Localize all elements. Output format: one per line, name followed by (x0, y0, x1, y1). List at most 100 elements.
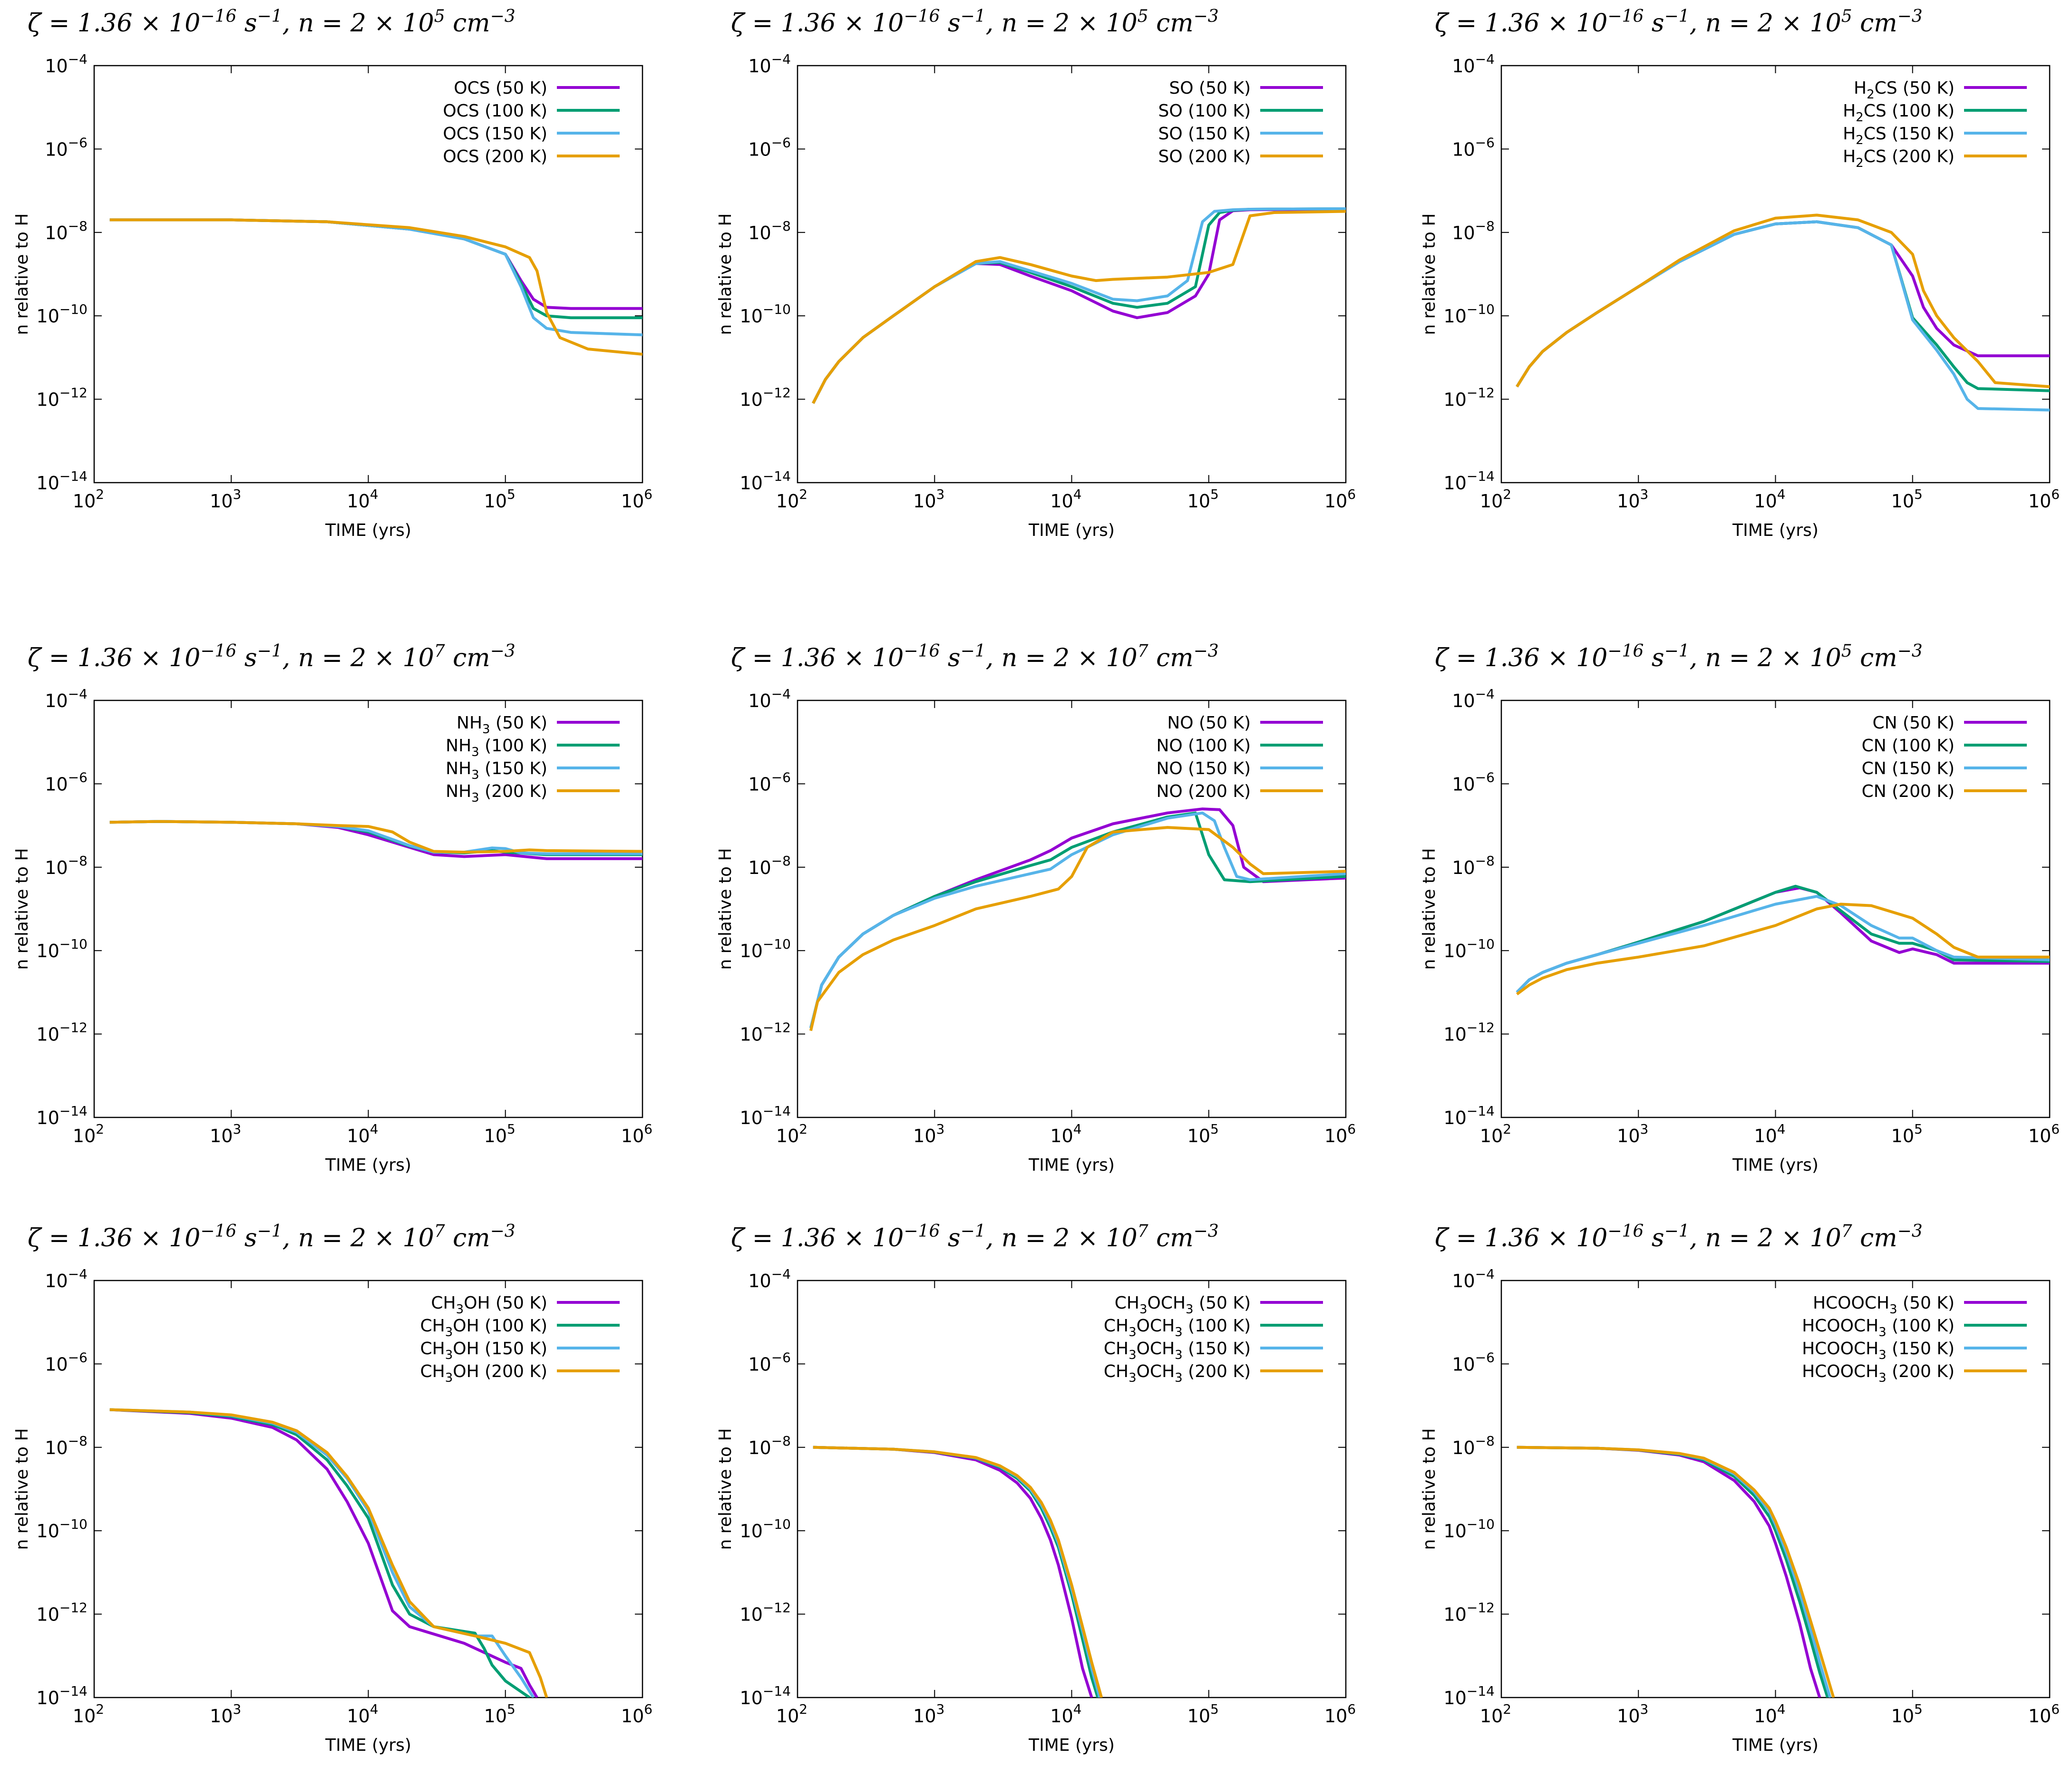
x-tick-label: 102 (776, 486, 807, 512)
y-tick-label: 10−6 (45, 769, 88, 795)
series-line-3 (809, 811, 1346, 1029)
series-line-2 (813, 1446, 1099, 1698)
x-tick-label: 103 (210, 1701, 241, 1727)
legend-label: OCS (200 K) (443, 147, 547, 166)
y-tick-label: 10−6 (1452, 135, 1495, 160)
legend-label: H2CS (50 K) (1854, 78, 1955, 102)
x-tick-label: 105 (1187, 486, 1219, 512)
y-tick-label: 10−14 (1444, 1103, 1495, 1128)
y-tick-label: 10−14 (37, 1683, 88, 1708)
legend: HCOOCH3 (50 K)HCOOCH3 (100 K)HCOOCH3 (15… (1802, 1293, 2027, 1385)
x-tick-label: 104 (347, 1121, 378, 1146)
y-tick-label: 10−4 (748, 51, 791, 77)
x-tick-label: 106 (1324, 1121, 1356, 1146)
plot-frame (1500, 65, 2051, 484)
y-tick-label: 10−6 (748, 1349, 791, 1375)
legend-label: NH3 (100 K) (446, 736, 547, 759)
series-line-1 (109, 218, 642, 310)
x-axis-label: TIME (yrs) (1732, 1736, 1819, 1755)
y-tick-label: 10−14 (740, 1103, 791, 1128)
series-line-2 (1516, 220, 2050, 392)
panel-title: ζ = 1.36 × 10−16 s−1, n = 2 × 107 cm−3 (28, 1222, 516, 1252)
y-tick-label: 10−12 (1444, 1600, 1495, 1625)
legend-label: HCOOCH3 (100 K) (1802, 1316, 1955, 1339)
y-axis-label: n relative to H (12, 213, 32, 335)
y-tick-label: 10−14 (37, 1103, 88, 1128)
y-tick-label: 10−6 (45, 1349, 88, 1375)
plot-frame (93, 699, 643, 1118)
chart-panel-9: ζ = 1.36 × 10−16 s−1, n = 2 × 107 cm−3 10… (1420, 1222, 2060, 1755)
plot-frame (1500, 699, 2051, 1118)
y-tick-label: 10−8 (45, 1433, 88, 1458)
y-tick-label: 10−12 (1444, 385, 1495, 410)
legend-label: CN (100 K) (1862, 736, 1955, 756)
legend-label: HCOOCH3 (50 K) (1813, 1293, 1955, 1317)
legend-label: CH3OCH3 (100 K) (1104, 1316, 1251, 1339)
y-axis-label: n relative to H (1420, 848, 1439, 970)
legend-label: NH3 (50 K) (457, 713, 547, 737)
panel-title: ζ = 1.36 × 10−16 s−1, n = 2 × 107 cm−3 (731, 641, 1219, 672)
x-tick-label: 105 (484, 1701, 516, 1727)
legend-label: CH3OH (150 K) (420, 1339, 547, 1362)
x-axis-label: TIME (yrs) (325, 1155, 411, 1175)
y-tick-label: 10−8 (748, 853, 791, 878)
y-tick-label: 10−10 (37, 936, 88, 961)
series-line-1 (109, 1408, 538, 1698)
legend-label: NO (150 K) (1156, 759, 1251, 778)
x-axis-label: TIME (yrs) (325, 1736, 411, 1755)
y-axis-label: n relative to H (1420, 213, 1439, 335)
panel-title: ζ = 1.36 × 10−16 s−1, n = 2 × 107 cm−3 (1435, 1222, 1923, 1252)
x-axis-label: TIME (yrs) (1028, 521, 1115, 540)
legend: CH3OCH3 (50 K)CH3OCH3 (100 K)CH3OCH3 (15… (1104, 1293, 1323, 1385)
series-line-4 (1516, 213, 2050, 388)
y-tick-label: 10−12 (37, 1600, 88, 1625)
series-line-2 (109, 1408, 531, 1698)
y-tick-label: 10−8 (748, 218, 791, 243)
legend: NO (50 K) NO (100 K) NO (150 K) NO (200 K) (1156, 713, 1323, 801)
y-tick-label: 10−10 (740, 1516, 791, 1542)
legend-label: NH3 (200 K) (446, 782, 547, 805)
legend-label: HCOOCH3 (150 K) (1802, 1339, 1955, 1362)
x-tick-label: 105 (1891, 1121, 1923, 1146)
plot-frame (797, 1280, 1347, 1698)
y-tick-label: 10−10 (1444, 1516, 1495, 1542)
panel-title: ζ = 1.36 × 10−16 s−1, n = 2 × 107 cm−3 (28, 641, 516, 672)
series-line-2 (109, 218, 642, 320)
y-tick-label: 10−14 (37, 468, 88, 494)
series-line-4 (809, 826, 1346, 1031)
legend-label: CN (50 K) (1873, 713, 1955, 733)
x-tick-label: 106 (2028, 486, 2060, 512)
series-line-4 (812, 210, 1346, 404)
series-line-3 (812, 207, 1346, 404)
series-line-4 (813, 1446, 1103, 1698)
x-tick-label: 104 (1754, 1701, 1785, 1727)
y-tick-label: 10−8 (45, 853, 88, 878)
y-tick-label: 10−4 (45, 51, 88, 77)
y-axis-label: n relative to H (12, 1428, 32, 1550)
x-tick-label: 104 (347, 1701, 378, 1727)
legend-label: NO (200 K) (1156, 782, 1251, 801)
legend-label: CH3OH (200 K) (420, 1362, 547, 1385)
series-line-4 (109, 218, 642, 356)
y-tick-label: 10−14 (1444, 1683, 1495, 1708)
panel-title: ζ = 1.36 × 10−16 s−1, n = 2 × 107 cm−3 (731, 1222, 1219, 1252)
x-tick-label: 102 (1480, 1121, 1511, 1146)
y-tick-label: 10−6 (45, 135, 88, 160)
legend-label: SO (150 K) (1158, 124, 1251, 144)
legend-label: CN (200 K) (1862, 782, 1955, 801)
x-tick-label: 104 (1050, 486, 1081, 512)
legend-label: NO (100 K) (1156, 736, 1251, 756)
y-tick-label: 10−10 (1444, 936, 1495, 961)
x-axis-label: TIME (yrs) (1028, 1155, 1115, 1175)
legend-label: CH3OH (50 K) (431, 1293, 547, 1317)
legend-label: SO (50 K) (1169, 78, 1251, 98)
x-axis-label: TIME (yrs) (1028, 1736, 1115, 1755)
panel-title: ζ = 1.36 × 10−16 s−1, n = 2 × 105 cm−3 (1435, 7, 1923, 38)
y-axis-label: n relative to H (716, 1428, 735, 1550)
series-line-3 (813, 1446, 1101, 1698)
series-line-2 (809, 811, 1346, 1029)
y-axis-label: n relative to H (12, 848, 32, 970)
series-line-2 (1517, 1446, 1829, 1698)
y-tick-label: 10−4 (748, 686, 791, 711)
